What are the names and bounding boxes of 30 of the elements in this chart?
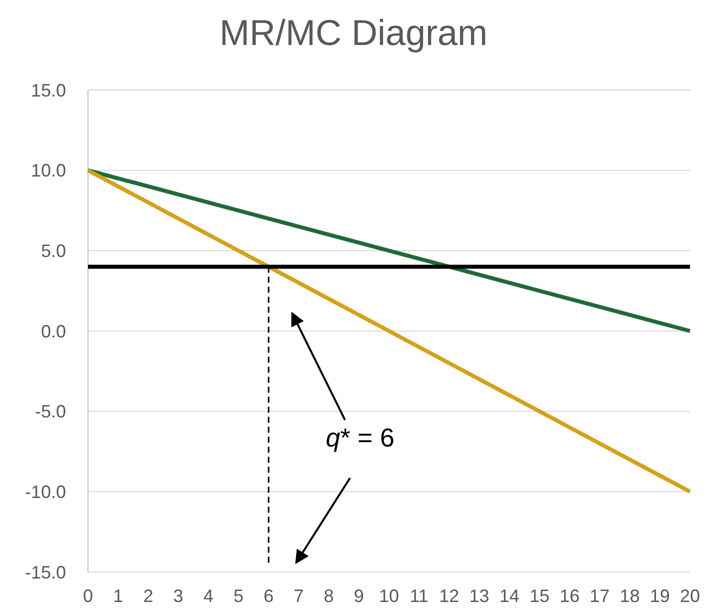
x-tick-label: 2 <box>143 586 154 606</box>
x-tick-label: 8 <box>324 586 334 606</box>
x-tick-label: 6 <box>264 586 274 606</box>
y-tick-label: -5.0 <box>34 402 66 422</box>
x-tick-label: 1 <box>113 586 124 606</box>
x-tick-label: 12 <box>439 586 460 606</box>
annotation: q* = 6 <box>326 422 394 453</box>
x-tick-label: 4 <box>203 586 214 606</box>
y-tick-label: -10.0 <box>24 482 66 502</box>
x-tick-label: 18 <box>620 586 640 606</box>
x-tick-label: 17 <box>590 586 610 606</box>
x-tick-label: 9 <box>354 586 364 606</box>
x-tick-label: 14 <box>499 586 520 606</box>
x-tick-label: 11 <box>410 586 428 606</box>
y-tick-label: 15.0 <box>30 80 66 100</box>
y-tick-label: 0.0 <box>40 321 66 342</box>
x-tick-label: 0 <box>82 586 94 606</box>
y-tick-label: -15.0 <box>24 562 66 582</box>
x-tick-label: 10 <box>378 586 400 606</box>
x-tick-label: 7 <box>294 586 304 606</box>
y-tick-label: 5.0 <box>40 240 66 261</box>
x-tick-label: 3 <box>173 586 184 606</box>
x-tick-label: 16 <box>560 586 580 606</box>
y-tick-label: 10.0 <box>30 160 66 181</box>
x-tick-label: 20 <box>680 586 700 606</box>
x-tick-label: 15 <box>529 586 550 606</box>
x-tick-label: 13 <box>469 586 490 606</box>
chart-title: MR/MC Diagram <box>219 12 488 53</box>
x-tick-label: 19 <box>650 586 670 606</box>
x-tick-label: 5 <box>233 586 244 606</box>
